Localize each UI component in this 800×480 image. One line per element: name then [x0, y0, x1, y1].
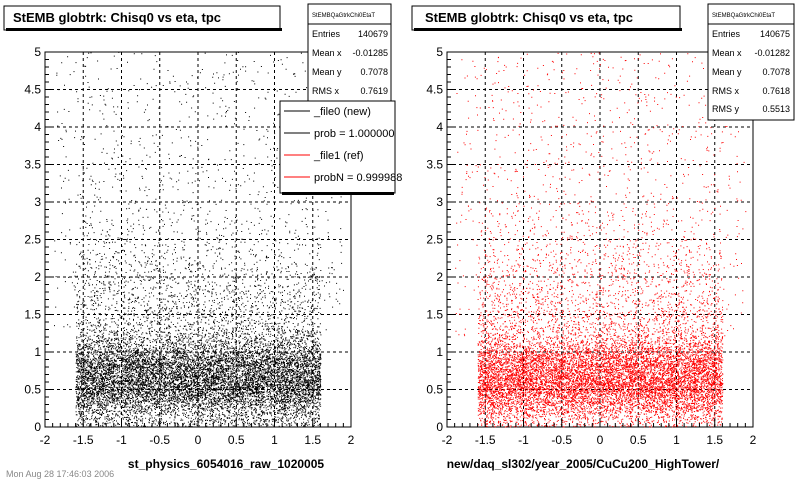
right-x-tick-label: 1.5 [706, 433, 723, 447]
right-stats-value-2: 0.7078 [762, 67, 790, 77]
right-x-tick-label: 0.5 [630, 433, 647, 447]
right-y-tick-label: 3 [436, 195, 443, 209]
right-stats-label-2: Mean y [712, 67, 742, 77]
left-points [54, 51, 344, 428]
legend-label-0: _file0 (new) [313, 106, 371, 118]
right-stats-label-0: Entries [712, 29, 741, 39]
left-x-tick-label: 2 [348, 433, 355, 447]
right-stats-title: StEMBQaGtrkChi0EtaT [712, 13, 775, 19]
footer-timestamp: Mon Aug 28 17:46:03 2006 [6, 469, 114, 479]
left-stats-label-2: Mean y [312, 67, 342, 77]
right-x-tick-label: -1.5 [475, 433, 496, 447]
left-stats-box: StEMBQaGtrkChi0EtaT Entries 140679 Mean … [307, 3, 392, 105]
left-x-tick-label: -1.5 [73, 433, 94, 447]
right-stats-label-4: RMS y [712, 104, 740, 114]
legend-label-3: probN = 0.999988 [314, 172, 402, 184]
right-stats-frame [707, 3, 795, 121]
right-x-tick-label: 1 [673, 433, 680, 447]
right-y-tick-label: 4.5 [426, 83, 443, 97]
left-stats-frame [307, 3, 392, 105]
left-stats-label-0: Entries [312, 29, 341, 39]
right-xlabel: new/daq_sl302/year_2005/CuCu200_HighTowe… [447, 457, 720, 471]
right-x-tick-label: -2 [442, 433, 453, 447]
right-stats-label-1: Mean x [712, 48, 742, 58]
left-scatter-markers [54, 51, 344, 428]
legend: _file0 (new) prob = 1.000000 _file1 (ref… [279, 100, 402, 195]
legend-frame [279, 100, 396, 194]
left-stats-title: StEMBQaGtrkChi0EtaT [312, 13, 375, 19]
left-x-tick-label: 0.5 [228, 433, 245, 447]
left-y-tick-label: 0 [34, 420, 41, 434]
left-x-tick-label: 0 [195, 433, 202, 447]
right-y-tick-label: 2.5 [426, 233, 443, 247]
right-title-shadow [414, 28, 682, 31]
left-title: StEMB globtrk: Chisq0 vs eta, tpc [13, 10, 221, 25]
left-x-tick-label: -0.5 [149, 433, 170, 447]
left-y-tick-label: 1.5 [24, 308, 41, 322]
left-x-tick-label: 1.5 [304, 433, 321, 447]
legend-label-2: _file1 (ref) [313, 150, 364, 162]
right-y-tick-label: 1.5 [426, 308, 443, 322]
legend-shadow [282, 192, 394, 195]
right-stats-value-0: 140675 [760, 29, 790, 39]
left-stats-value-1: -0.01285 [352, 48, 388, 58]
left-stats-value-0: 140679 [358, 29, 388, 39]
right-grid [447, 52, 753, 427]
left-y-tick-label: 1 [34, 345, 41, 359]
left-x-tick-label: 1 [271, 433, 278, 447]
right-title: StEMB globtrk: Chisq0 vs eta, tpc [425, 10, 633, 25]
legend-label-1: prob = 1.000000 [314, 128, 394, 140]
right-stats-box: StEMBQaGtrkChi0EtaT Entries 140675 Mean … [707, 3, 795, 121]
right-y-tick-label: 1 [436, 345, 443, 359]
left-y-tick-label: 0.5 [24, 383, 41, 397]
left-y-tick-label: 3 [34, 195, 41, 209]
left-y-tick-label: 3.5 [24, 158, 41, 172]
left-stats-label-3: RMS x [312, 86, 340, 96]
right-y-tick-label: 4 [436, 120, 443, 134]
left-x-tick-label: -2 [40, 433, 51, 447]
right-x-tick-label: -1 [518, 433, 529, 447]
left-y-tick-label: 5 [34, 45, 41, 59]
left-title-box [3, 5, 281, 31]
right-scatter-markers [455, 51, 747, 428]
left-xlabel: st_physics_6054016_raw_1020005 [128, 457, 324, 471]
left-title-shadow [6, 28, 282, 31]
left-stats-label-1: Mean x [312, 48, 342, 58]
right-points [455, 51, 747, 428]
right-stats-label-3: RMS x [712, 86, 740, 96]
left-y-tick-label: 4.5 [24, 83, 41, 97]
left-y-tick-label: 2.5 [24, 233, 41, 247]
right-x-tick-label: 0 [597, 433, 604, 447]
left-y-tick-label: 2 [34, 270, 41, 284]
left-x-tick-label: -1 [116, 433, 127, 447]
right-y-tick-label: 3.5 [426, 158, 443, 172]
left-stats-value-3: 0.7619 [360, 86, 388, 96]
left-stats-value-2: 0.7078 [360, 67, 388, 77]
right-x-tick-label: 2 [750, 433, 757, 447]
right-y-tick-label: 2 [436, 270, 443, 284]
left-panel: -2 -1.5 -1 -0.5 0 0.5 1 1.5 2 0 0.5 1 1.5 2 2.5 3 3.5 4 4.… [3, 3, 403, 479]
right-stats-value-4: 0.5513 [762, 104, 790, 114]
right-x-tick-label: -0.5 [551, 433, 572, 447]
right-y-tick-label: 5 [436, 45, 443, 59]
right-stats-value-3: 0.7618 [762, 86, 790, 96]
left-y-tick-label: 4 [34, 120, 41, 134]
right-stats-value-1: -0.01282 [754, 48, 790, 58]
right-panel: -2 -1.5 -1 -0.5 0 0.5 1 1.5 2 0 0.5 1 1.5 2 2.5 3 3.5 4 4.… [411, 3, 795, 471]
right-y-tick-label: 0.5 [426, 383, 443, 397]
right-axes: -2 -1.5 -1 -0.5 0 0.5 1 1.5 2 0 0.5 1 1.5 2 2.5 3 3.5 4 4.… [426, 45, 756, 447]
right-y-tick-label: 0 [436, 420, 443, 434]
left-axes: -2 -1.5 -1 -0.5 0 0.5 1 1.5 2 0 0.5 1 1.5 2 2.5 3 3.5 4 4.… [24, 45, 354, 447]
